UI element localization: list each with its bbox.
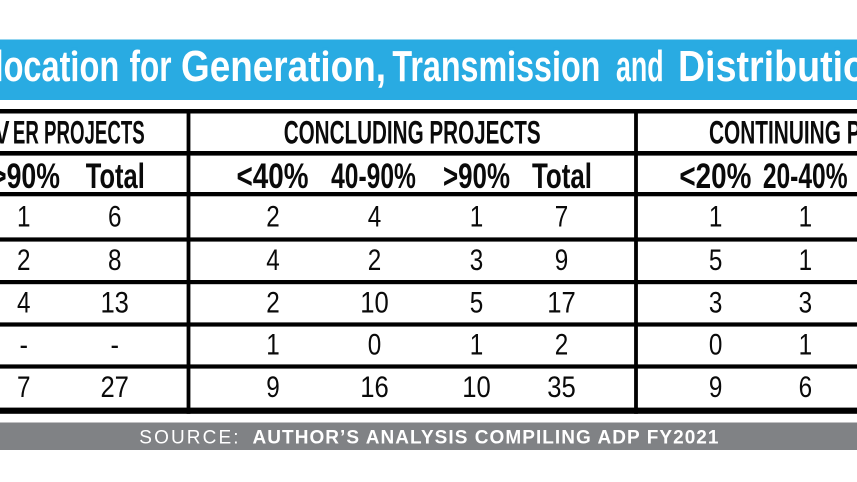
- svg-text:SOURCE:: SOURCE:: [139, 427, 238, 448]
- svg-text:17: 17: [547, 287, 576, 320]
- svg-text:Generation,: Generation,: [181, 42, 386, 91]
- svg-text:1: 1: [17, 200, 31, 233]
- svg-text:2: 2: [266, 200, 280, 233]
- svg-text:AUTHOR’S ANALYSIS COMPILING AD: AUTHOR’S ANALYSIS COMPILING ADP FY2021: [253, 427, 719, 448]
- svg-text:1: 1: [266, 329, 280, 362]
- svg-text:0: 0: [368, 329, 382, 362]
- svg-text:9: 9: [709, 371, 723, 404]
- svg-text:4: 4: [368, 200, 382, 233]
- svg-text:8: 8: [108, 244, 122, 277]
- svg-text:13: 13: [100, 287, 129, 320]
- svg-text:7: 7: [17, 371, 31, 404]
- svg-text:7: 7: [555, 200, 569, 233]
- svg-text:4: 4: [266, 244, 280, 277]
- svg-text:2: 2: [266, 287, 280, 320]
- svg-text:6: 6: [799, 371, 813, 404]
- svg-text:-: -: [20, 329, 29, 362]
- svg-text:6: 6: [108, 200, 122, 233]
- svg-text:and: and: [616, 42, 664, 91]
- svg-text:10: 10: [462, 371, 491, 404]
- svg-text:ER PROJECTS: ER PROJECTS: [13, 115, 145, 151]
- svg-text:<40%: <40%: [237, 157, 309, 196]
- svg-text:Transmission: Transmission: [392, 42, 600, 91]
- svg-text:>90%: >90%: [0, 157, 60, 196]
- svg-text:10: 10: [360, 287, 389, 320]
- svg-text:CONTINUING PROJECTS: CONTINUING PROJECTS: [709, 115, 857, 151]
- svg-text:0: 0: [709, 329, 723, 362]
- svg-text:1: 1: [799, 244, 813, 277]
- svg-text:2: 2: [17, 244, 31, 277]
- svg-text:3: 3: [799, 287, 813, 320]
- svg-text:1: 1: [799, 200, 813, 233]
- svg-text:20-40%: 20-40%: [763, 157, 848, 196]
- svg-text:5: 5: [709, 244, 723, 277]
- svg-text:V: V: [0, 115, 10, 151]
- svg-text:40-90%: 40-90%: [331, 157, 416, 196]
- svg-text:35: 35: [547, 371, 576, 404]
- svg-text:1: 1: [470, 329, 484, 362]
- svg-text:<20%: <20%: [679, 157, 751, 196]
- svg-text:3: 3: [709, 287, 723, 320]
- svg-text:5: 5: [470, 287, 484, 320]
- svg-text:llocation: llocation: [0, 42, 119, 91]
- svg-text:2: 2: [555, 329, 569, 362]
- svg-text:for: for: [130, 42, 172, 91]
- svg-text:27: 27: [100, 371, 129, 404]
- svg-text:16: 16: [360, 371, 389, 404]
- svg-text:1: 1: [799, 329, 813, 362]
- svg-text:Total: Total: [86, 157, 145, 196]
- svg-text:9: 9: [555, 244, 569, 277]
- svg-text:4: 4: [17, 287, 31, 320]
- svg-text:9: 9: [266, 371, 280, 404]
- svg-text:1: 1: [709, 200, 723, 233]
- svg-text:>90%: >90%: [443, 157, 510, 196]
- svg-text:-: -: [110, 329, 119, 362]
- svg-text:CONCLUDING PROJECTS: CONCLUDING PROJECTS: [284, 115, 541, 151]
- svg-text:Total: Total: [532, 157, 592, 196]
- svg-text:3: 3: [470, 244, 484, 277]
- svg-text:1: 1: [470, 200, 484, 233]
- svg-text:2: 2: [368, 244, 382, 277]
